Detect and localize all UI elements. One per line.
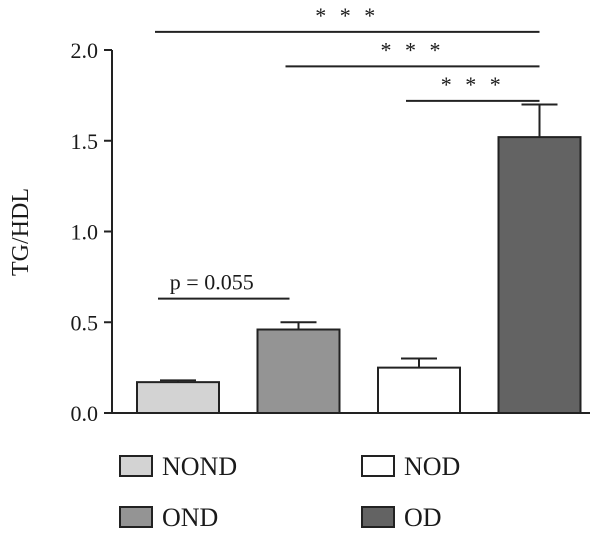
legend-swatch-ond <box>119 506 153 528</box>
comparison-label: * * * <box>315 3 379 28</box>
legend: NOND NOD OND OD <box>119 452 460 532</box>
legend-label-nod: NOD <box>404 452 460 481</box>
y-tick-label: 2.0 <box>71 38 99 63</box>
y-tick-label: 1.0 <box>71 220 99 245</box>
bar-nod <box>377 366 461 414</box>
legend-label-ond: OND <box>162 503 218 532</box>
comparison-label: p = 0.055 <box>170 270 254 295</box>
legend-swatch-nod <box>361 455 395 477</box>
bar-nond <box>136 381 220 414</box>
y-axis-label: TG/HDL <box>8 188 34 276</box>
chart-bars <box>136 103 582 415</box>
significance-annotations: p = 0.055* * ** * ** * * <box>155 3 540 300</box>
legend-label-od: OD <box>404 503 442 532</box>
bar-od <box>497 136 582 414</box>
legend-swatch-od <box>361 506 395 528</box>
legend-swatch-nond <box>119 455 153 477</box>
comparison-label: * * * <box>381 37 445 62</box>
legend-label-nond: NOND <box>162 452 237 481</box>
comparison-label: * * * <box>441 72 505 97</box>
y-tick-label: 0.5 <box>71 310 99 335</box>
y-tick-label: 0.0 <box>71 401 99 426</box>
y-tick-label: 1.5 <box>71 129 99 154</box>
bar-ond <box>256 328 341 415</box>
